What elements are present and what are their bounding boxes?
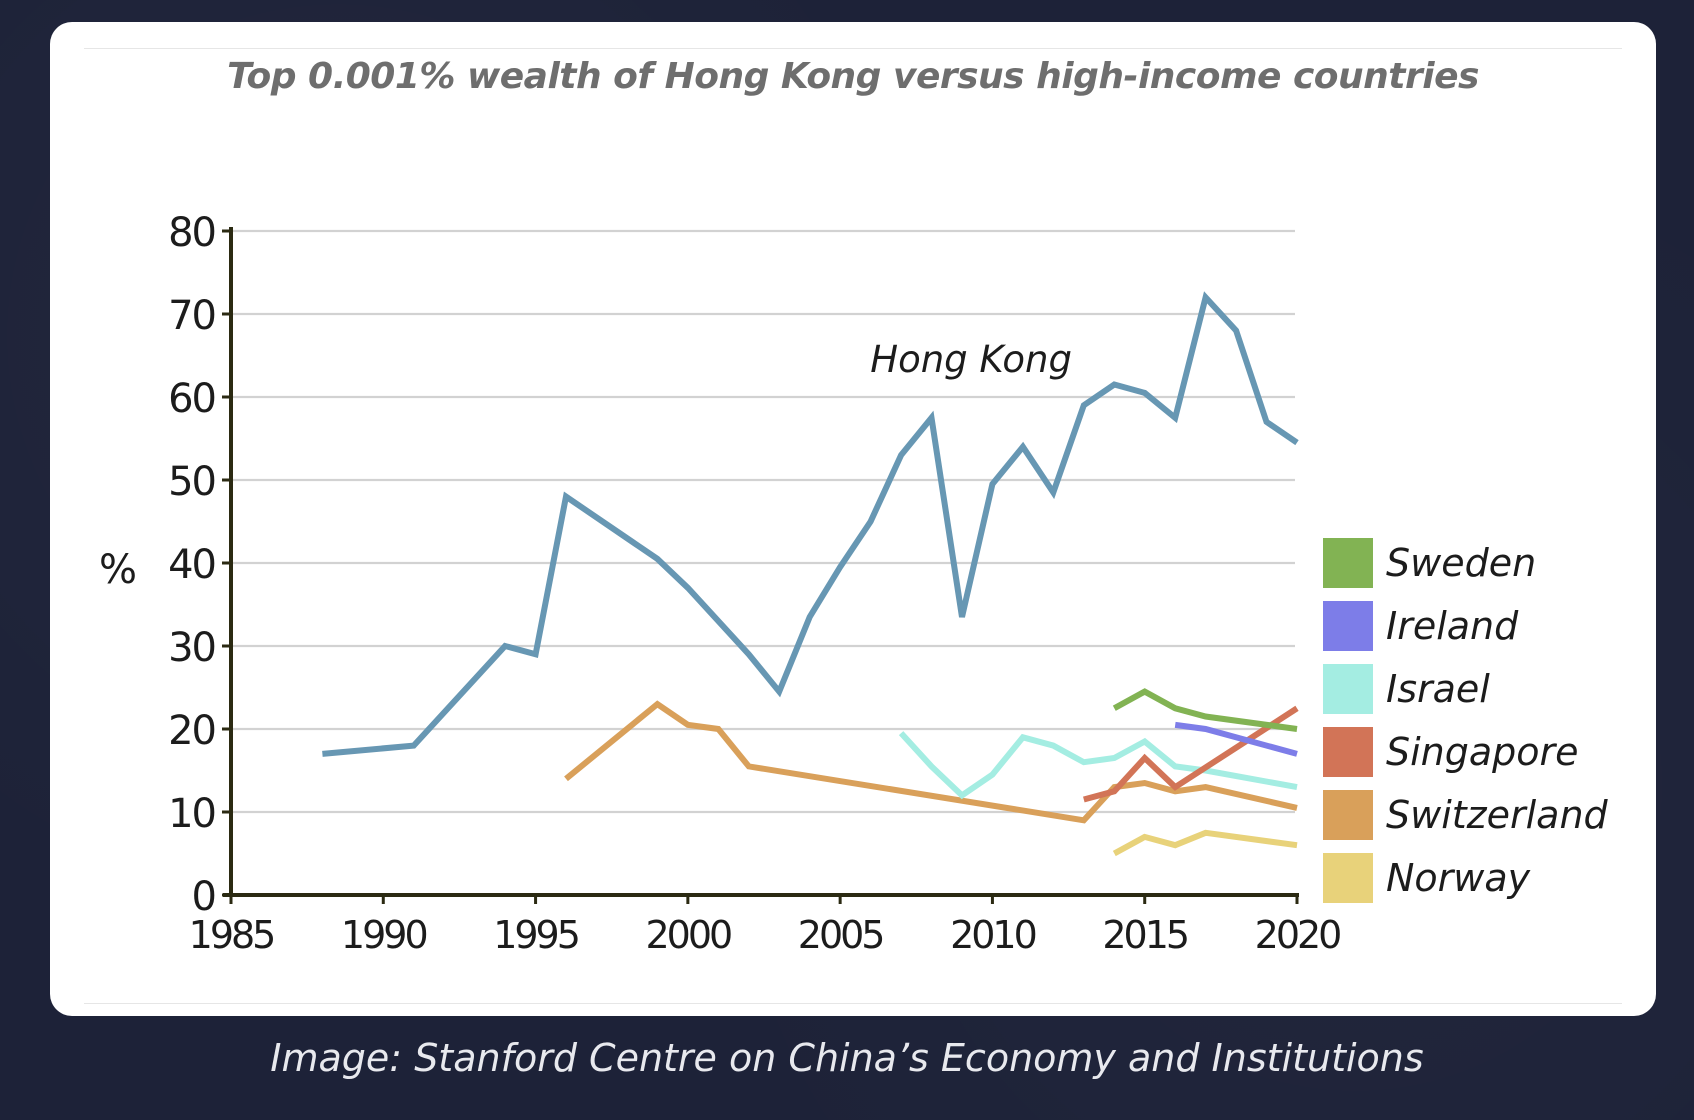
legend-label-switzerland: Switzerland [1386, 793, 1609, 837]
y-tick-label-70: 70 [168, 293, 215, 339]
legend-swatch-switzerland [1323, 790, 1373, 840]
y-tick-label-20: 20 [168, 708, 215, 754]
series-line-israel [898, 731, 1298, 800]
y-tick-label-50: 50 [168, 459, 215, 505]
card-top-rule [84, 48, 1622, 49]
y-axis-label: % [99, 547, 137, 593]
legend-label-sweden: Sweden [1386, 541, 1536, 585]
chart-title: Top 0.001% wealth of Hong Kong versus hi… [227, 56, 1479, 97]
x-tick-label-2000: 2000 [645, 913, 731, 957]
series-line-sweden [1112, 688, 1298, 732]
y-tick-label-60: 60 [168, 376, 215, 422]
legend-label-singapore: Singapore [1386, 730, 1579, 774]
chart-card: Top 0.001% wealth of Hong Kong versus hi… [50, 22, 1656, 1016]
x-tick-label-2010: 2010 [950, 913, 1036, 957]
legend-label-israel: Israel [1386, 667, 1490, 711]
legend-swatch-israel [1323, 664, 1373, 714]
annotation-hong-kong: Hong Kong [870, 338, 1072, 381]
line-chart: 0 10 20 30 40 50 60 70 80% 1985 1990 1995 2000 2005 20… [99, 210, 1609, 957]
x-tick-label-1990: 1990 [341, 913, 427, 957]
legend-swatch-singapore [1323, 727, 1373, 777]
legend-label-norway: Norway [1386, 856, 1531, 900]
y-tick-label-0: 0 [192, 874, 215, 920]
card-bottom-rule [84, 1003, 1622, 1004]
y-tick-label-10: 10 [168, 791, 215, 837]
legend-swatch-ireland [1323, 601, 1373, 651]
y-tick-label-30: 30 [168, 625, 215, 671]
x-tick-label-2015: 2015 [1102, 913, 1187, 957]
y-tick-label-40: 40 [168, 542, 215, 588]
legend-swatch-norway [1323, 853, 1373, 903]
series-line-switzerland [564, 700, 1298, 824]
x-tick-label-1985: 1985 [189, 913, 274, 957]
x-tick-label-1995: 1995 [493, 913, 578, 957]
image-caption: Image: Stanford Centre on China’s Econom… [270, 1036, 1424, 1080]
legend-swatch-sweden [1323, 538, 1373, 588]
series-line-hong-kong [322, 291, 1299, 757]
series-line-ireland [1174, 721, 1298, 757]
y-tick-label-80: 80 [168, 210, 215, 256]
x-tick-label-2005: 2005 [798, 913, 883, 957]
series-line-singapore [1083, 705, 1299, 803]
x-tick-label-2020: 2020 [1255, 913, 1341, 957]
series-line-norway [1112, 829, 1298, 857]
legend-label-ireland: Ireland [1386, 604, 1519, 648]
